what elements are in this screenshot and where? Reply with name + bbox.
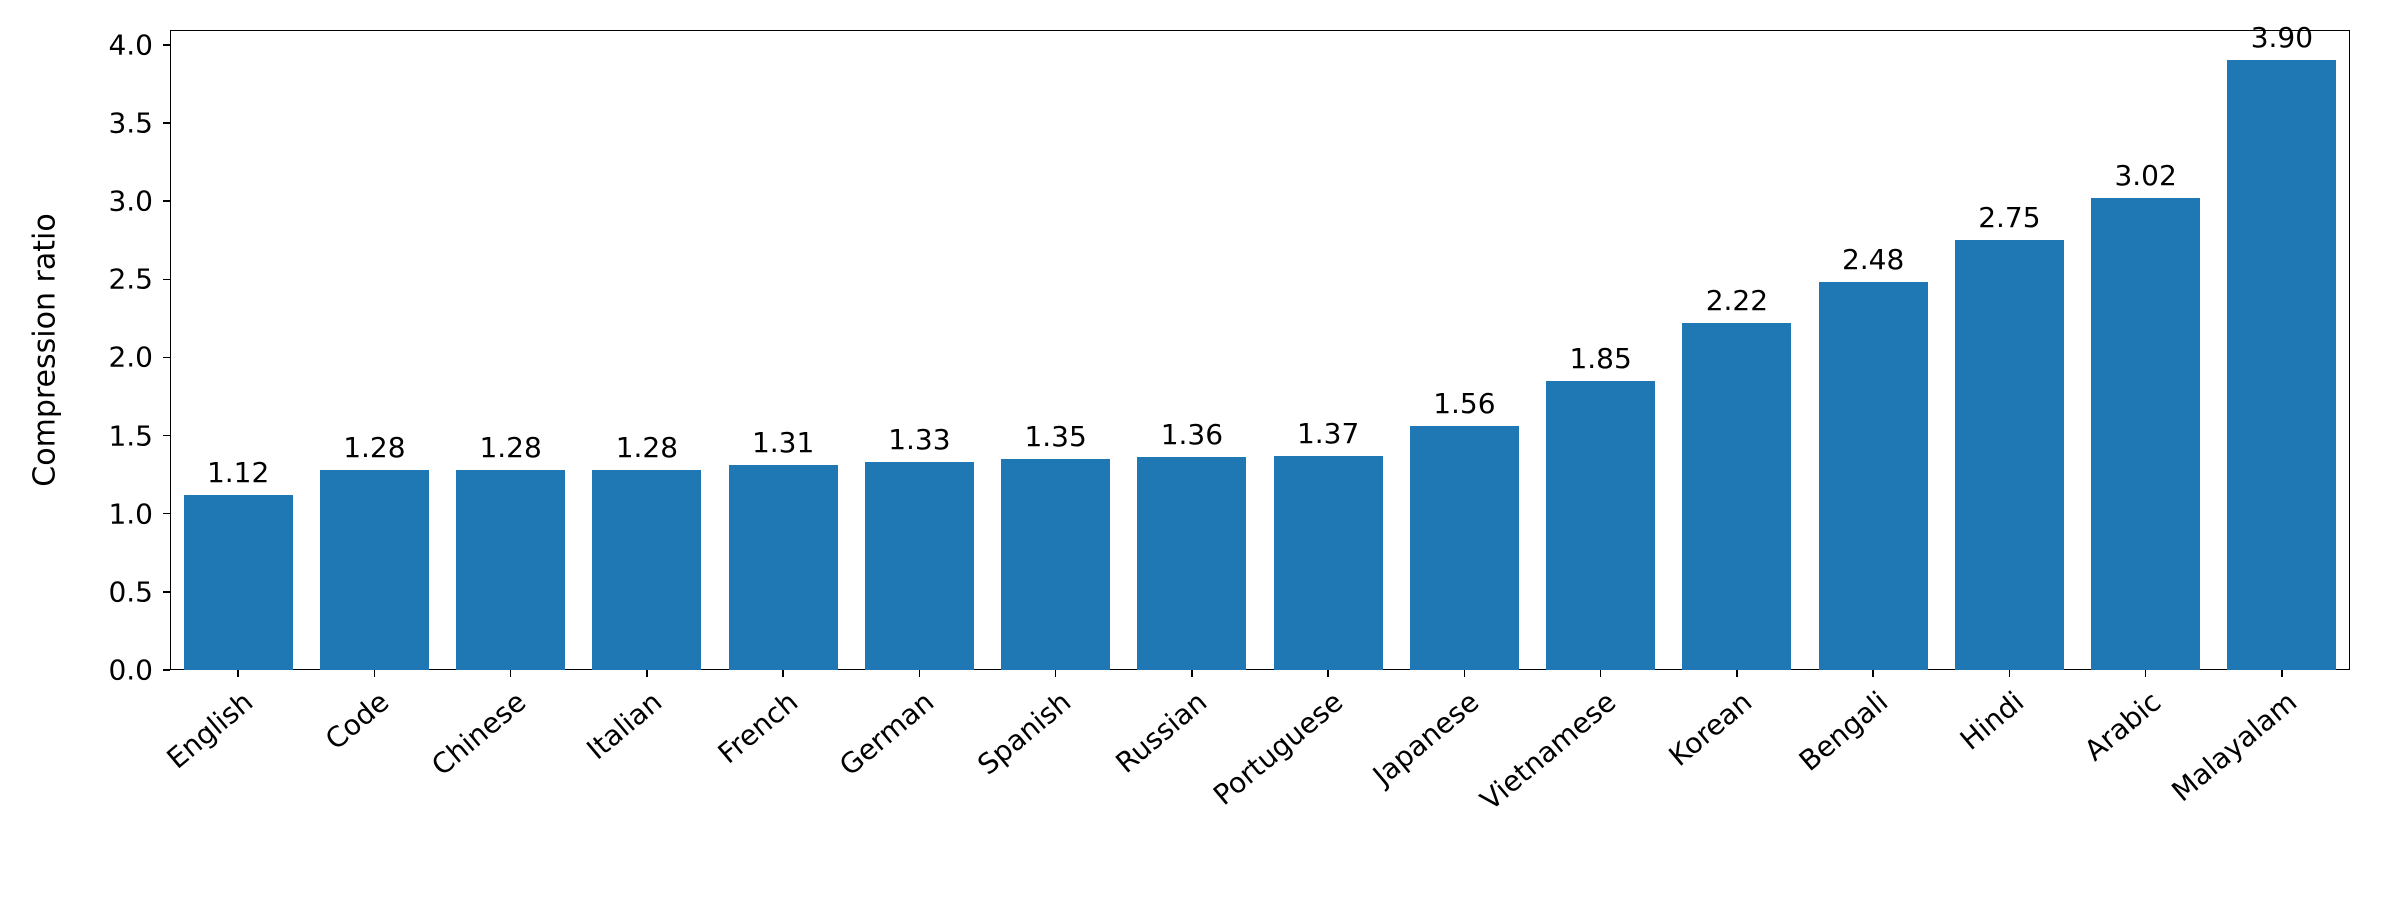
- ytick: [163, 200, 170, 202]
- bar-value-label: 3.90: [2251, 21, 2313, 54]
- xtick-label: Russian: [962, 685, 1213, 903]
- xtick-label: Bengali: [1643, 685, 1894, 903]
- ytick: [163, 591, 170, 593]
- xtick-label: Arabic: [1916, 685, 2167, 903]
- bar-value-label: 2.48: [1842, 243, 1904, 276]
- xtick: [919, 670, 921, 677]
- ytick-label: 1.5: [0, 419, 153, 452]
- xtick: [646, 670, 648, 677]
- bar: [729, 465, 838, 670]
- xtick: [1736, 670, 1738, 677]
- xtick-label: English: [8, 685, 259, 903]
- xtick: [374, 670, 376, 677]
- xtick: [1191, 670, 1193, 677]
- xtick: [1055, 670, 1057, 677]
- xtick-label: Chinese: [281, 685, 532, 903]
- bar-value-label: 2.22: [1706, 284, 1768, 317]
- xtick-label: Code: [145, 685, 396, 903]
- bar-value-label: 1.28: [616, 431, 678, 464]
- bar: [184, 495, 293, 670]
- ytick: [163, 435, 170, 437]
- xtick-label: Spanish: [826, 685, 1077, 903]
- bar-value-label: 2.75: [1978, 201, 2040, 234]
- xtick-label: Italian: [417, 685, 668, 903]
- bar: [1955, 240, 2064, 670]
- bar-value-label: 1.85: [1569, 342, 1631, 375]
- ytick: [163, 44, 170, 46]
- bar: [456, 470, 565, 670]
- xtick-label: Hindi: [1780, 685, 2031, 903]
- bar: [2091, 198, 2200, 670]
- xtick: [2281, 670, 2283, 677]
- xtick: [237, 670, 239, 677]
- ytick-label: 3.5: [0, 106, 153, 139]
- ytick-label: 3.0: [0, 185, 153, 218]
- bar-value-label: 1.37: [1297, 417, 1359, 450]
- ytick: [163, 357, 170, 359]
- ytick: [163, 513, 170, 515]
- xtick-label: Portuguese: [1098, 685, 1349, 903]
- bar: [1410, 426, 1519, 670]
- xtick: [1872, 670, 1874, 677]
- bar: [1274, 456, 1383, 670]
- bar: [592, 470, 701, 670]
- compression-ratio-chart: Compression ratio 0.00.51.01.52.02.53.03…: [0, 0, 2384, 892]
- ytick-label: 0.5: [0, 575, 153, 608]
- bar-value-label: 1.12: [207, 456, 269, 489]
- xtick-label: Malayalam: [2052, 685, 2303, 903]
- ytick: [163, 279, 170, 281]
- bar: [1819, 282, 1928, 670]
- ytick-label: 4.0: [0, 28, 153, 61]
- ytick-label: 2.0: [0, 341, 153, 374]
- bar-value-label: 1.35: [1024, 420, 1086, 453]
- bar: [320, 470, 429, 670]
- bar-value-label: 1.33: [888, 423, 950, 456]
- xtick: [2145, 670, 2147, 677]
- bar: [1682, 323, 1791, 670]
- xtick: [1327, 670, 1329, 677]
- xtick-label: French: [553, 685, 804, 903]
- xtick: [782, 670, 784, 677]
- xtick: [1464, 670, 1466, 677]
- bar-value-label: 1.28: [479, 431, 541, 464]
- bar: [865, 462, 974, 670]
- xtick-label: German: [690, 685, 941, 903]
- xtick: [510, 670, 512, 677]
- bar: [1137, 457, 1246, 670]
- xtick-label: Japanese: [1235, 685, 1486, 903]
- xtick-label: Vietnamese: [1371, 685, 1622, 903]
- ytick-label: 1.0: [0, 497, 153, 530]
- bar-value-label: 1.28: [343, 431, 405, 464]
- xtick-label: Korean: [1507, 685, 1758, 903]
- bar: [1001, 459, 1110, 670]
- bar-value-label: 1.31: [752, 426, 814, 459]
- bar-value-label: 3.02: [2114, 159, 2176, 192]
- bar-value-label: 1.56: [1433, 387, 1495, 420]
- ytick-label: 2.5: [0, 263, 153, 296]
- xtick: [1600, 670, 1602, 677]
- ytick: [163, 122, 170, 124]
- ytick-label: 0.0: [0, 654, 153, 687]
- bar-value-label: 1.36: [1161, 418, 1223, 451]
- ytick: [163, 669, 170, 671]
- bar: [2227, 60, 2336, 670]
- xtick: [2009, 670, 2011, 677]
- bar: [1546, 381, 1655, 670]
